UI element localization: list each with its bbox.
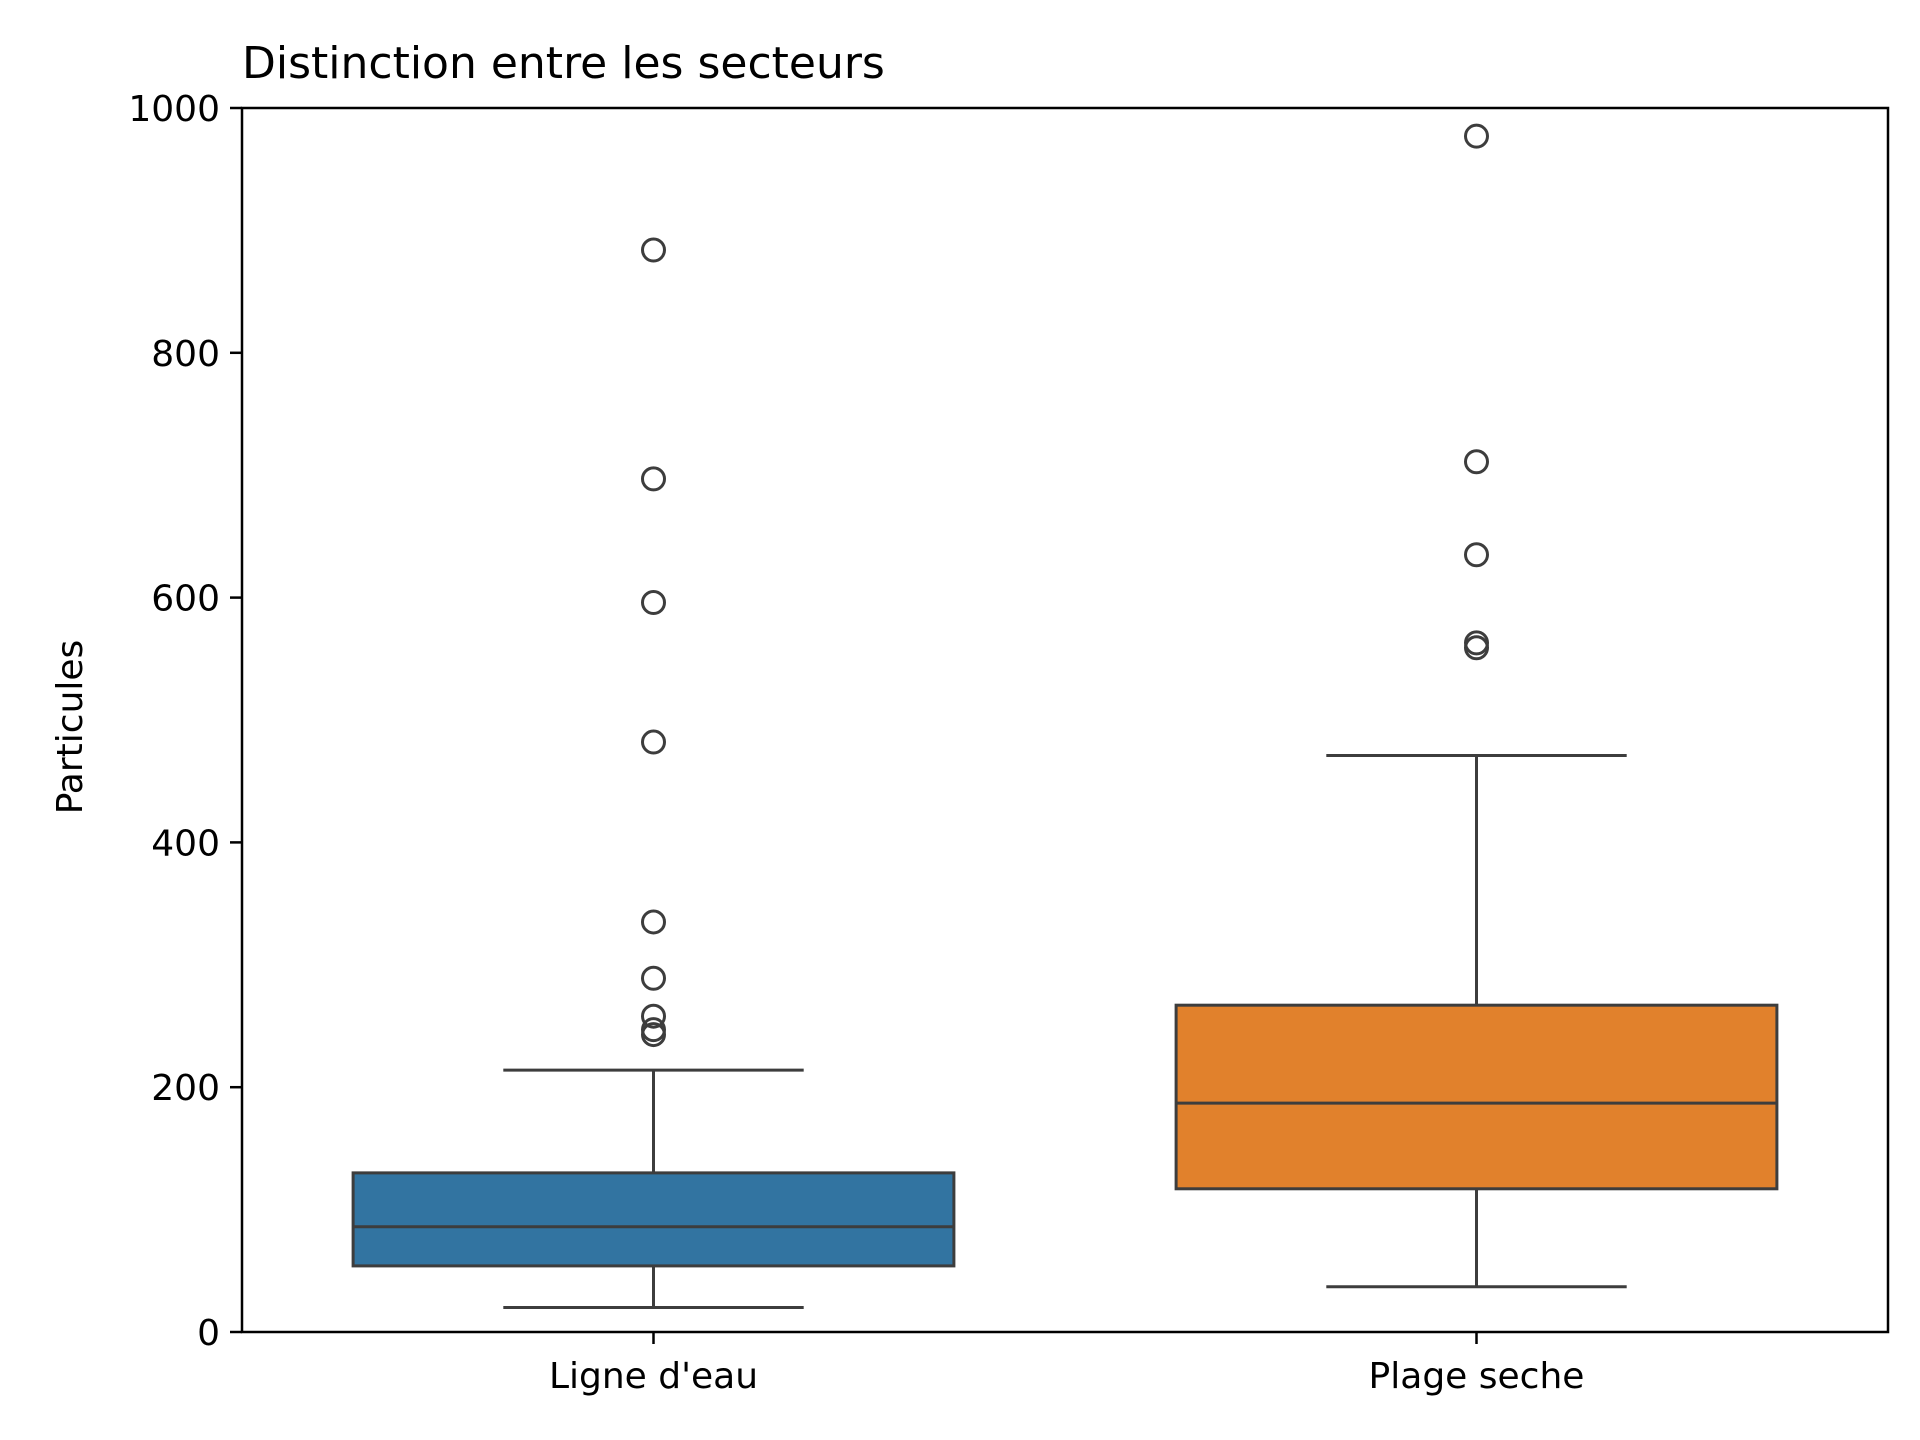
- plot-frame: [240, 106, 1890, 1334]
- outlier-point: [1464, 449, 1489, 475]
- outlier-point: [1464, 542, 1489, 568]
- y-tick-label: 800: [151, 334, 220, 375]
- y-tick-label: 400: [151, 823, 220, 864]
- plot-area: [351, 123, 1779, 1310]
- outlier-point: [641, 729, 666, 755]
- outlier-point: [1464, 635, 1489, 661]
- outlier-point: [1464, 123, 1489, 149]
- outlier-point: [641, 909, 666, 935]
- box-group: [1174, 123, 1779, 1289]
- y-axis: 0 200 400 600 800 1000: [128, 89, 242, 1354]
- x-tick-label: Ligne d'eau: [549, 1356, 758, 1397]
- outlier-point: [1464, 630, 1489, 656]
- x-axis: Ligne d'eau Plage seche: [549, 1332, 1584, 1397]
- outlier-point: [641, 965, 666, 991]
- outlier-point: [641, 1017, 666, 1043]
- box-iqr: [351, 1171, 956, 1268]
- outlier-point: [641, 237, 666, 263]
- chart-title: Distinction entre les secteurs: [242, 38, 885, 89]
- y-tick-label: 200: [151, 1068, 220, 1109]
- y-axis-label: Particules: [50, 640, 91, 815]
- y-tick-label: 0: [197, 1313, 220, 1354]
- x-tick-label: Plage seche: [1369, 1356, 1585, 1397]
- outlier-point: [641, 1003, 666, 1029]
- outlier-point: [641, 466, 666, 492]
- box-group: [351, 237, 956, 1310]
- y-tick-label: 1000: [128, 89, 220, 130]
- box-iqr: [1174, 1003, 1779, 1191]
- outlier-point: [641, 589, 666, 615]
- y-tick-label: 600: [151, 579, 220, 620]
